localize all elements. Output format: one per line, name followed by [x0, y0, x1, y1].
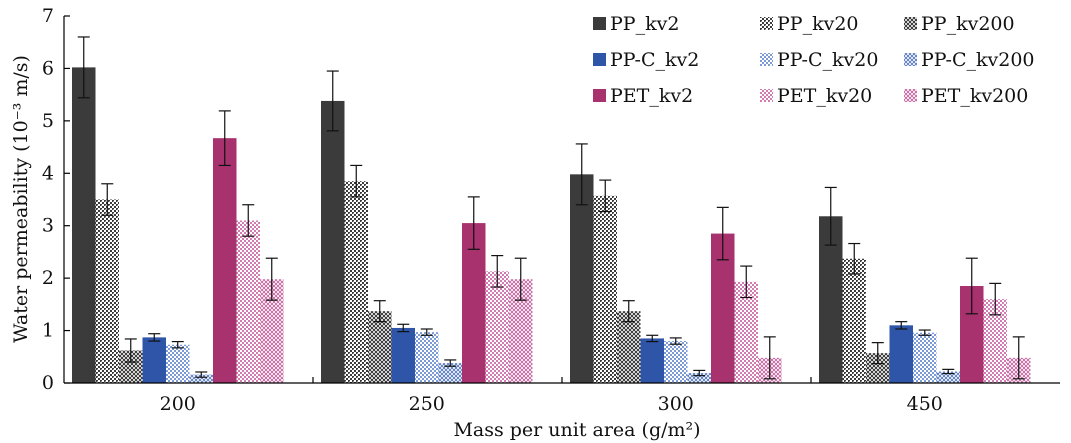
y-tick-label: 5	[42, 110, 54, 132]
legend-swatch	[593, 53, 606, 66]
bar-pp-c-kv20-450	[913, 332, 937, 383]
legend-label: PET_kv200	[921, 85, 1028, 107]
bar-pp-kv20-200	[95, 199, 119, 383]
legend: PP_kv2 PP_kv20 PP_kv200 PP-C_kv2 PP-C_kv20 PP…	[593, 13, 1035, 107]
legend-label: PP-C_kv2	[610, 49, 699, 71]
y-axis-ticks: 0 1 2 3 4 5 6 7	[42, 5, 70, 394]
bar-pp-kv200-300	[617, 311, 641, 383]
bar-pet-kv2-450	[960, 286, 984, 383]
y-tick-label: 1	[42, 320, 54, 342]
bar-pp-kv2-300	[570, 174, 594, 383]
bar-pet-kv2-200	[213, 138, 237, 383]
legend-swatch	[904, 17, 917, 30]
x-tick-label: 450	[907, 393, 943, 415]
legend-label: PP_kv200	[921, 13, 1015, 35]
bar-pp-kv20-250	[344, 181, 368, 383]
bars-layer	[72, 67, 1031, 383]
bar-pp-c-kv2-250	[391, 327, 415, 383]
bar-pp-c-kv20-300	[664, 341, 688, 383]
bar-pp-c-kv2-200	[142, 337, 166, 383]
y-axis-title: Water permeability (10⁻³ m/s)	[10, 55, 32, 343]
bar-pet-kv20-450	[983, 299, 1007, 383]
y-tick-label: 2	[42, 267, 54, 289]
legend-label: PP-C_kv20	[777, 49, 878, 71]
bar-pp-c-kv200-250	[438, 363, 462, 383]
bar-pp-kv200-250	[368, 311, 392, 383]
y-tick-label: 4	[42, 162, 54, 184]
bar-pet-kv20-200	[236, 220, 260, 383]
legend-swatch	[904, 53, 917, 66]
bar-pp-c-kv2-450	[889, 325, 913, 383]
x-tick-label: 250	[409, 393, 445, 415]
bar-pet-kv200-250	[509, 279, 533, 383]
bar-pp-kv20-450	[842, 258, 866, 383]
bar-pp-kv2-200	[72, 67, 96, 383]
bar-pp-c-kv20-250	[415, 332, 439, 383]
bar-pp-kv20-300	[593, 195, 617, 383]
legend-swatch	[593, 89, 606, 102]
legend-swatch	[760, 17, 773, 30]
legend-label: PET_kv20	[777, 85, 872, 107]
legend-swatch	[904, 89, 917, 102]
error-bars-layer	[77, 36, 1025, 380]
y-tick-label: 3	[42, 215, 54, 237]
legend-swatch	[593, 17, 606, 30]
legend-label: PP_kv20	[777, 13, 859, 35]
bar-pp-c-kv200-300	[687, 373, 711, 383]
y-tick-label: 0	[42, 372, 54, 394]
bar-pp-kv200-450	[866, 353, 890, 383]
bar-pp-c-kv2-300	[640, 338, 664, 383]
bar-pp-kv2-450	[819, 216, 843, 383]
bar-pet-kv2-250	[462, 223, 486, 383]
legend-label: PET_kv2	[610, 85, 693, 107]
legend-label: PP-C_kv200	[921, 49, 1035, 71]
x-axis-title: Mass per unit area (g/m²)	[453, 419, 700, 441]
bar-pet-kv200-200	[260, 279, 284, 383]
bar-pp-kv2-250	[321, 100, 345, 383]
legend-swatch	[760, 89, 773, 102]
bar-pp-kv200-200	[119, 350, 143, 383]
y-tick-label: 6	[42, 57, 54, 79]
bar-pet-kv2-300	[711, 233, 735, 383]
legend-swatch	[760, 53, 773, 66]
bar-pp-c-kv200-450	[936, 371, 960, 383]
bar-pet-kv20-250	[485, 271, 509, 383]
x-tick-label: 300	[658, 393, 694, 415]
bar-pp-c-kv200-200	[189, 374, 213, 383]
x-axis-ticks: 200 250 300 450	[160, 377, 943, 415]
x-tick-label: 200	[160, 393, 196, 415]
bar-pet-kv20-300	[734, 281, 758, 383]
y-tick-label: 7	[42, 5, 54, 27]
legend-label: PP_kv2	[610, 13, 679, 35]
bar-pp-c-kv20-200	[166, 344, 190, 383]
